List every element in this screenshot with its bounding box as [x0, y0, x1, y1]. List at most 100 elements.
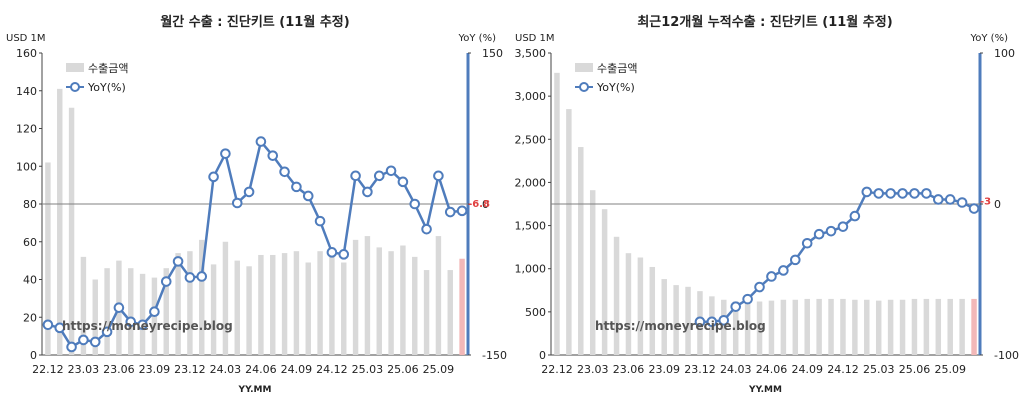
bar — [744, 299, 751, 355]
bar — [187, 251, 193, 355]
yoy-point — [54, 322, 66, 334]
yoy-point — [279, 166, 290, 178]
bar — [601, 209, 608, 355]
x-tick-label: 25.06 — [387, 363, 419, 376]
left-tick-label: 100 — [16, 160, 37, 173]
yoy-point — [433, 170, 444, 182]
right-tick-label: 150 — [482, 47, 503, 60]
yoy-point — [921, 188, 932, 199]
bar-last — [971, 298, 977, 355]
yoy-point — [932, 194, 944, 205]
x-tick-label: 25.09 — [423, 363, 455, 376]
left-tick-label: 20 — [23, 311, 37, 324]
bar — [828, 298, 834, 355]
legend-line-marker — [579, 82, 589, 92]
bar — [270, 254, 276, 355]
yoy-point — [125, 316, 137, 328]
x-tick-label: 22.12 — [541, 363, 573, 376]
bar — [281, 253, 288, 355]
bar — [685, 286, 691, 355]
legend-bar-label: 수출금액 — [88, 62, 128, 75]
yoy-point — [885, 188, 896, 199]
bar — [780, 299, 787, 355]
left-tick-label: 60 — [23, 236, 37, 249]
yoy-point — [956, 197, 968, 208]
x-tick-label: 25.03 — [863, 363, 895, 376]
bar — [57, 88, 63, 356]
yoy-point — [754, 281, 765, 293]
bar — [376, 247, 382, 355]
x-tick-label: 25.09 — [934, 363, 966, 376]
yoy-point — [968, 203, 980, 214]
yoy-point — [89, 336, 101, 348]
bar — [899, 299, 906, 355]
bar — [554, 72, 560, 356]
bar — [732, 301, 739, 355]
yoy-point — [255, 136, 267, 147]
bar — [792, 299, 799, 355]
bar — [721, 299, 727, 355]
cumulative-export-chart: 최근12개월 누적수출 : 진단키트 (11월 추정) USD 1M YoY (%)… — [515, 14, 1019, 395]
yoy-point — [267, 150, 279, 161]
yoy-point — [861, 186, 873, 198]
yoy-point — [208, 171, 219, 183]
bar — [317, 251, 323, 355]
bar — [68, 107, 75, 355]
x-tick-label: 23.12 — [174, 363, 206, 376]
bar — [911, 298, 918, 355]
yoy-point — [338, 249, 350, 260]
right-tick-label: 0 — [482, 198, 489, 211]
x-tick-label: 24.09 — [791, 363, 823, 376]
bar — [435, 236, 442, 355]
yoy-point — [444, 206, 456, 218]
bar — [589, 190, 596, 355]
yoy-point — [456, 205, 468, 217]
yoy-point — [326, 247, 338, 258]
x-tick-label: 24.12 — [316, 363, 348, 376]
watermark-text: https://moneyrecipe.blog — [62, 319, 233, 333]
yoy-point — [837, 221, 849, 232]
x-tick-label: 23.03 — [577, 363, 609, 376]
yoy-point — [944, 194, 956, 205]
right-tick-label: 0 — [994, 198, 1001, 211]
yoy-point — [873, 188, 885, 199]
bar — [45, 162, 51, 355]
bar — [412, 256, 418, 355]
yoy-point — [302, 190, 314, 202]
x-tick-label: 25.06 — [899, 363, 931, 376]
bar — [234, 260, 240, 355]
legend-bar-swatch — [66, 63, 84, 72]
yoy-point — [78, 334, 89, 346]
yoy-point — [849, 210, 861, 222]
left-axis-unit: USD 1M — [6, 33, 46, 44]
x-tick-label: 23.09 — [139, 363, 171, 376]
yoy-point — [778, 265, 789, 276]
bar — [875, 300, 882, 355]
x-tick-label: 23.03 — [68, 363, 100, 376]
x-axis-title: YY.MM — [748, 385, 782, 395]
yoy-point — [385, 165, 397, 177]
bar — [804, 298, 810, 355]
x-tick-label: 24.09 — [281, 363, 313, 376]
yoy-point — [730, 301, 742, 312]
x-tick-label: 25.03 — [352, 363, 384, 376]
bar — [128, 268, 134, 355]
left-axis-unit: USD 1M — [515, 33, 555, 44]
yoy-point — [137, 319, 148, 331]
bar — [423, 270, 430, 355]
left-tick-label: 40 — [23, 274, 37, 287]
yoy-line — [47, 138, 463, 349]
left-tick-label: 3,000 — [515, 90, 547, 103]
yoy-point — [113, 302, 125, 313]
x-tick-label: 23.06 — [103, 363, 135, 376]
bar — [756, 301, 763, 355]
x-tick-label: 22.12 — [32, 363, 64, 376]
left-tick-label: 1,000 — [515, 263, 547, 276]
bar — [864, 299, 870, 355]
yoy-point — [409, 198, 421, 210]
left-tick-label: 120 — [16, 123, 37, 136]
yoy-point — [243, 186, 255, 198]
left-tick-label: 500 — [525, 306, 546, 319]
bar — [923, 298, 930, 355]
bar — [768, 300, 775, 355]
